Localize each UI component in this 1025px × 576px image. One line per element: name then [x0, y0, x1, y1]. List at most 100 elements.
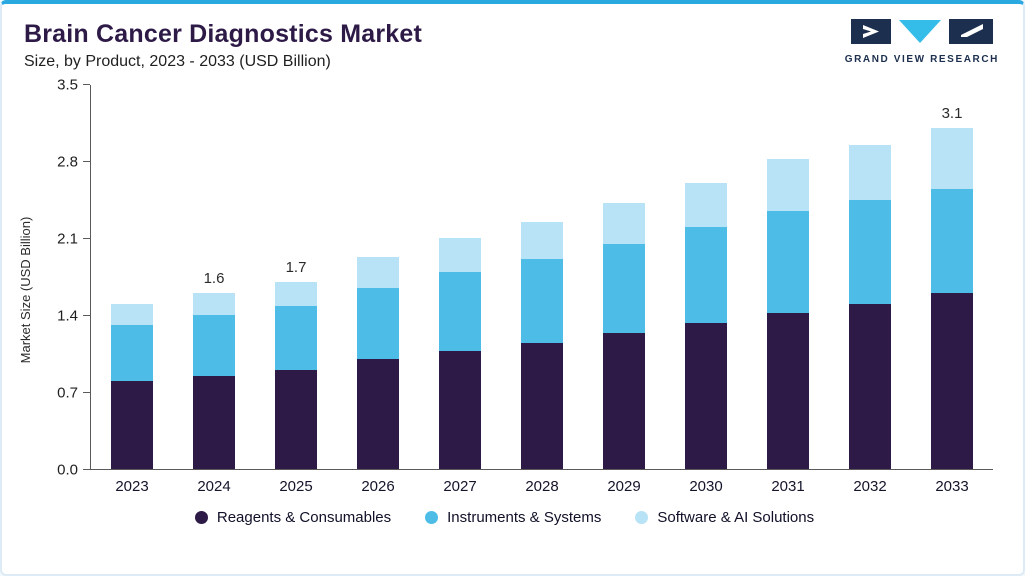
bar-segment — [111, 381, 153, 469]
stacked-bar — [521, 221, 563, 469]
y-axis-ticks: 0.0 0.7 1.4 2.1 2.8 3.5 — [42, 77, 90, 479]
x-tick-label: 2030 — [689, 478, 723, 495]
bar-segment — [357, 287, 399, 359]
bar-segment — [357, 256, 399, 288]
bar-segment — [849, 304, 891, 469]
stacked-bar — [193, 293, 235, 469]
x-tick-label: 2028 — [525, 478, 559, 495]
bar-segment — [275, 306, 317, 370]
bar-value-label: 1.7 — [285, 259, 307, 277]
bar-column — [501, 85, 583, 469]
bar-segment — [931, 293, 973, 469]
bar-segment — [439, 272, 481, 352]
y-tick-mark — [83, 238, 90, 239]
legend-dot-icon — [635, 511, 649, 524]
bar-segment — [931, 188, 973, 293]
bar-column — [337, 85, 419, 469]
legend-item: Instruments & Systems — [425, 509, 601, 526]
bar-column — [91, 85, 173, 469]
bar-segment — [521, 258, 563, 343]
y-tick-label: 2.1 — [57, 230, 78, 248]
legend-label: Software & AI Solutions — [657, 509, 815, 526]
bar-segment — [603, 202, 645, 244]
bar-segment — [767, 158, 809, 211]
y-tick-mark — [83, 84, 90, 85]
bar-segment — [767, 312, 809, 469]
bar-value-label: 1.6 — [203, 270, 225, 287]
y-tick-label: 2.8 — [57, 153, 78, 171]
bar-segment — [767, 210, 809, 313]
bar-column: 1.6 — [173, 85, 255, 469]
y-tick-mark — [83, 469, 90, 470]
stacked-bar — [767, 158, 809, 469]
bar-segment — [849, 199, 891, 304]
grand-view-research-logo: GRAND VIEW RESEARCH — [845, 18, 999, 65]
bar-column — [829, 85, 911, 469]
x-tick-label: 2026 — [361, 478, 395, 495]
bar-column: 3.1 — [911, 85, 993, 469]
bar-segment — [849, 144, 891, 200]
bar-segment — [685, 227, 727, 323]
bar-segment — [357, 359, 399, 469]
x-axis-labels: 2023 2024 2025 2026 2027 2028 2029 2030 2031 2032… — [91, 478, 993, 495]
stacked-bar — [849, 144, 891, 469]
x-tick-label: 2029 — [607, 478, 641, 495]
y-axis-title: Market Size (USD Billion) — [18, 216, 33, 364]
stacked-bar — [111, 304, 153, 469]
y-tick-mark — [83, 392, 90, 393]
y-tick-label: 1.4 — [57, 307, 78, 325]
x-tick-label: 2032 — [853, 478, 887, 495]
bar-segment — [931, 128, 973, 189]
bar-segment — [603, 332, 645, 469]
logo-wordmark: GRAND VIEW RESEARCH — [844, 54, 999, 65]
chart-legend: Reagents & Consumables Instruments & Syst… — [16, 509, 993, 526]
bar-segment — [439, 351, 481, 469]
bar-column — [665, 85, 747, 469]
bar-segment — [193, 375, 235, 469]
x-tick-label: 2031 — [771, 478, 805, 495]
x-tick-label: 2025 — [279, 478, 313, 495]
stacked-bar — [931, 128, 973, 469]
bar-segment — [111, 324, 153, 381]
plot-wrap: 1.6 1.7 3.1 2023 2024 2025 2026 2027 2028 2029 20… — [90, 85, 993, 495]
legend-label: Instruments & Systems — [447, 509, 602, 526]
bar-value-label: 3.1 — [941, 105, 963, 122]
bar-segment — [439, 238, 481, 273]
bar-column — [583, 85, 665, 469]
bar-segment — [193, 293, 235, 315]
bar-segment — [603, 243, 645, 333]
chart-header: Brain Cancer Diagnostics Market Size, by… — [2, 4, 1023, 71]
bar-segment — [111, 304, 153, 325]
stacked-bar — [439, 238, 481, 469]
y-tick-label: 3.5 — [57, 76, 78, 94]
stacked-bar — [603, 202, 645, 469]
bar-segment — [193, 315, 235, 376]
y-tick-label: 0.0 — [57, 461, 78, 479]
stacked-bar — [357, 256, 399, 469]
y-tick-mark — [83, 161, 90, 162]
bar-column — [747, 85, 829, 469]
x-tick-label: 2033 — [935, 478, 969, 495]
stacked-bar — [275, 282, 317, 469]
legend-dot-icon — [425, 511, 439, 524]
bar-segment — [685, 322, 727, 469]
chart-section: Market Size (USD Billion) 0.0 0.7 1.4 2.1 2.… — [2, 77, 1023, 526]
logo-mark-icon — [850, 19, 993, 44]
stacked-bar — [685, 183, 727, 469]
y-tick-mark — [83, 315, 90, 316]
legend-item: Software & AI Solutions — [635, 509, 814, 526]
legend-item: Reagents & Consumables — [194, 509, 392, 526]
bar-column: 1.7 — [255, 85, 337, 469]
plot-area: 1.6 1.7 3.1 — [90, 85, 993, 470]
bar-segment — [521, 221, 563, 259]
legend-dot-icon — [194, 511, 208, 524]
bar-segment — [275, 282, 317, 307]
x-tick-label: 2027 — [443, 478, 477, 495]
bar-segment — [685, 183, 727, 228]
bar-segment — [275, 370, 317, 469]
x-tick-label: 2024 — [197, 478, 231, 495]
bar-column — [419, 85, 501, 469]
legend-label: Reagents & Consumables — [216, 509, 392, 526]
x-tick-label: 2023 — [115, 478, 149, 495]
